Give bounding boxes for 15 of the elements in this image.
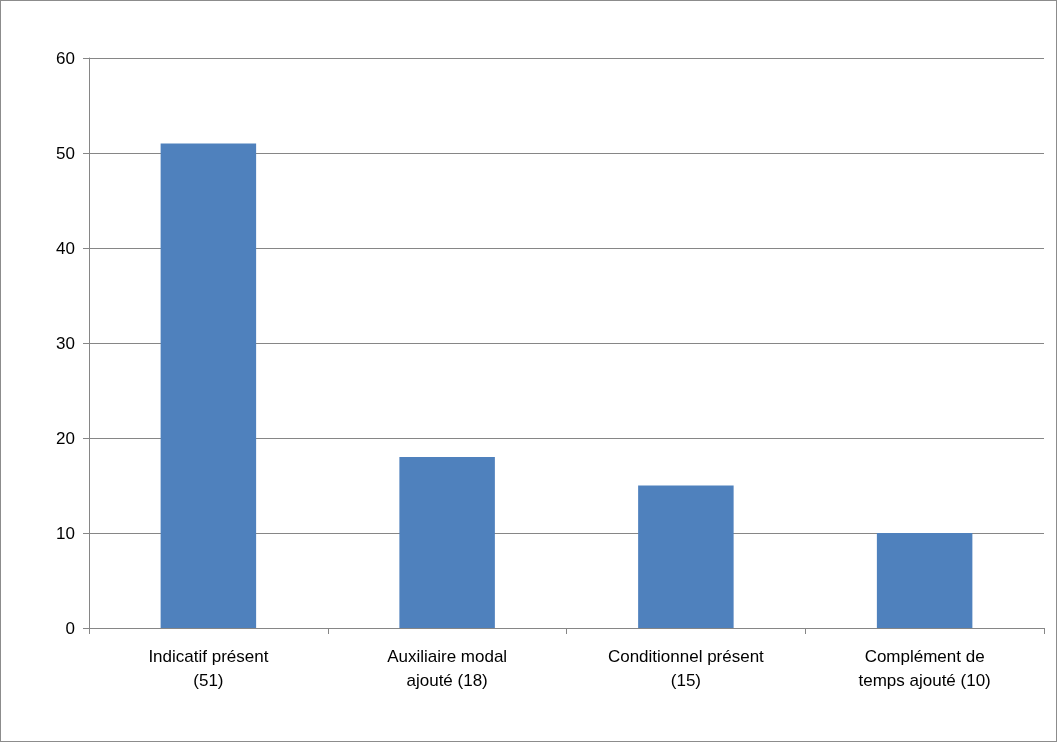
bar bbox=[399, 457, 495, 628]
y-tick-label: 0 bbox=[65, 618, 75, 638]
y-tick-label: 40 bbox=[56, 238, 75, 258]
bar bbox=[638, 485, 734, 628]
y-tick-label: 10 bbox=[56, 523, 75, 543]
bar bbox=[160, 143, 257, 628]
y-tick-label: 30 bbox=[56, 333, 75, 353]
x-tick-label: Auxiliaire modal ajouté (18) bbox=[387, 646, 508, 690]
x-tick-label: Conditionnel présent (15) bbox=[607, 646, 765, 690]
y-tick-label: 20 bbox=[56, 428, 75, 448]
x-tick-label: Complément de temps ajouté (10) bbox=[858, 646, 991, 690]
x-tick-label: Indicatif présent (51) bbox=[148, 646, 269, 690]
bar bbox=[876, 533, 973, 628]
y-tick-label: 50 bbox=[56, 143, 75, 163]
y-tick-label: 60 bbox=[56, 48, 75, 68]
